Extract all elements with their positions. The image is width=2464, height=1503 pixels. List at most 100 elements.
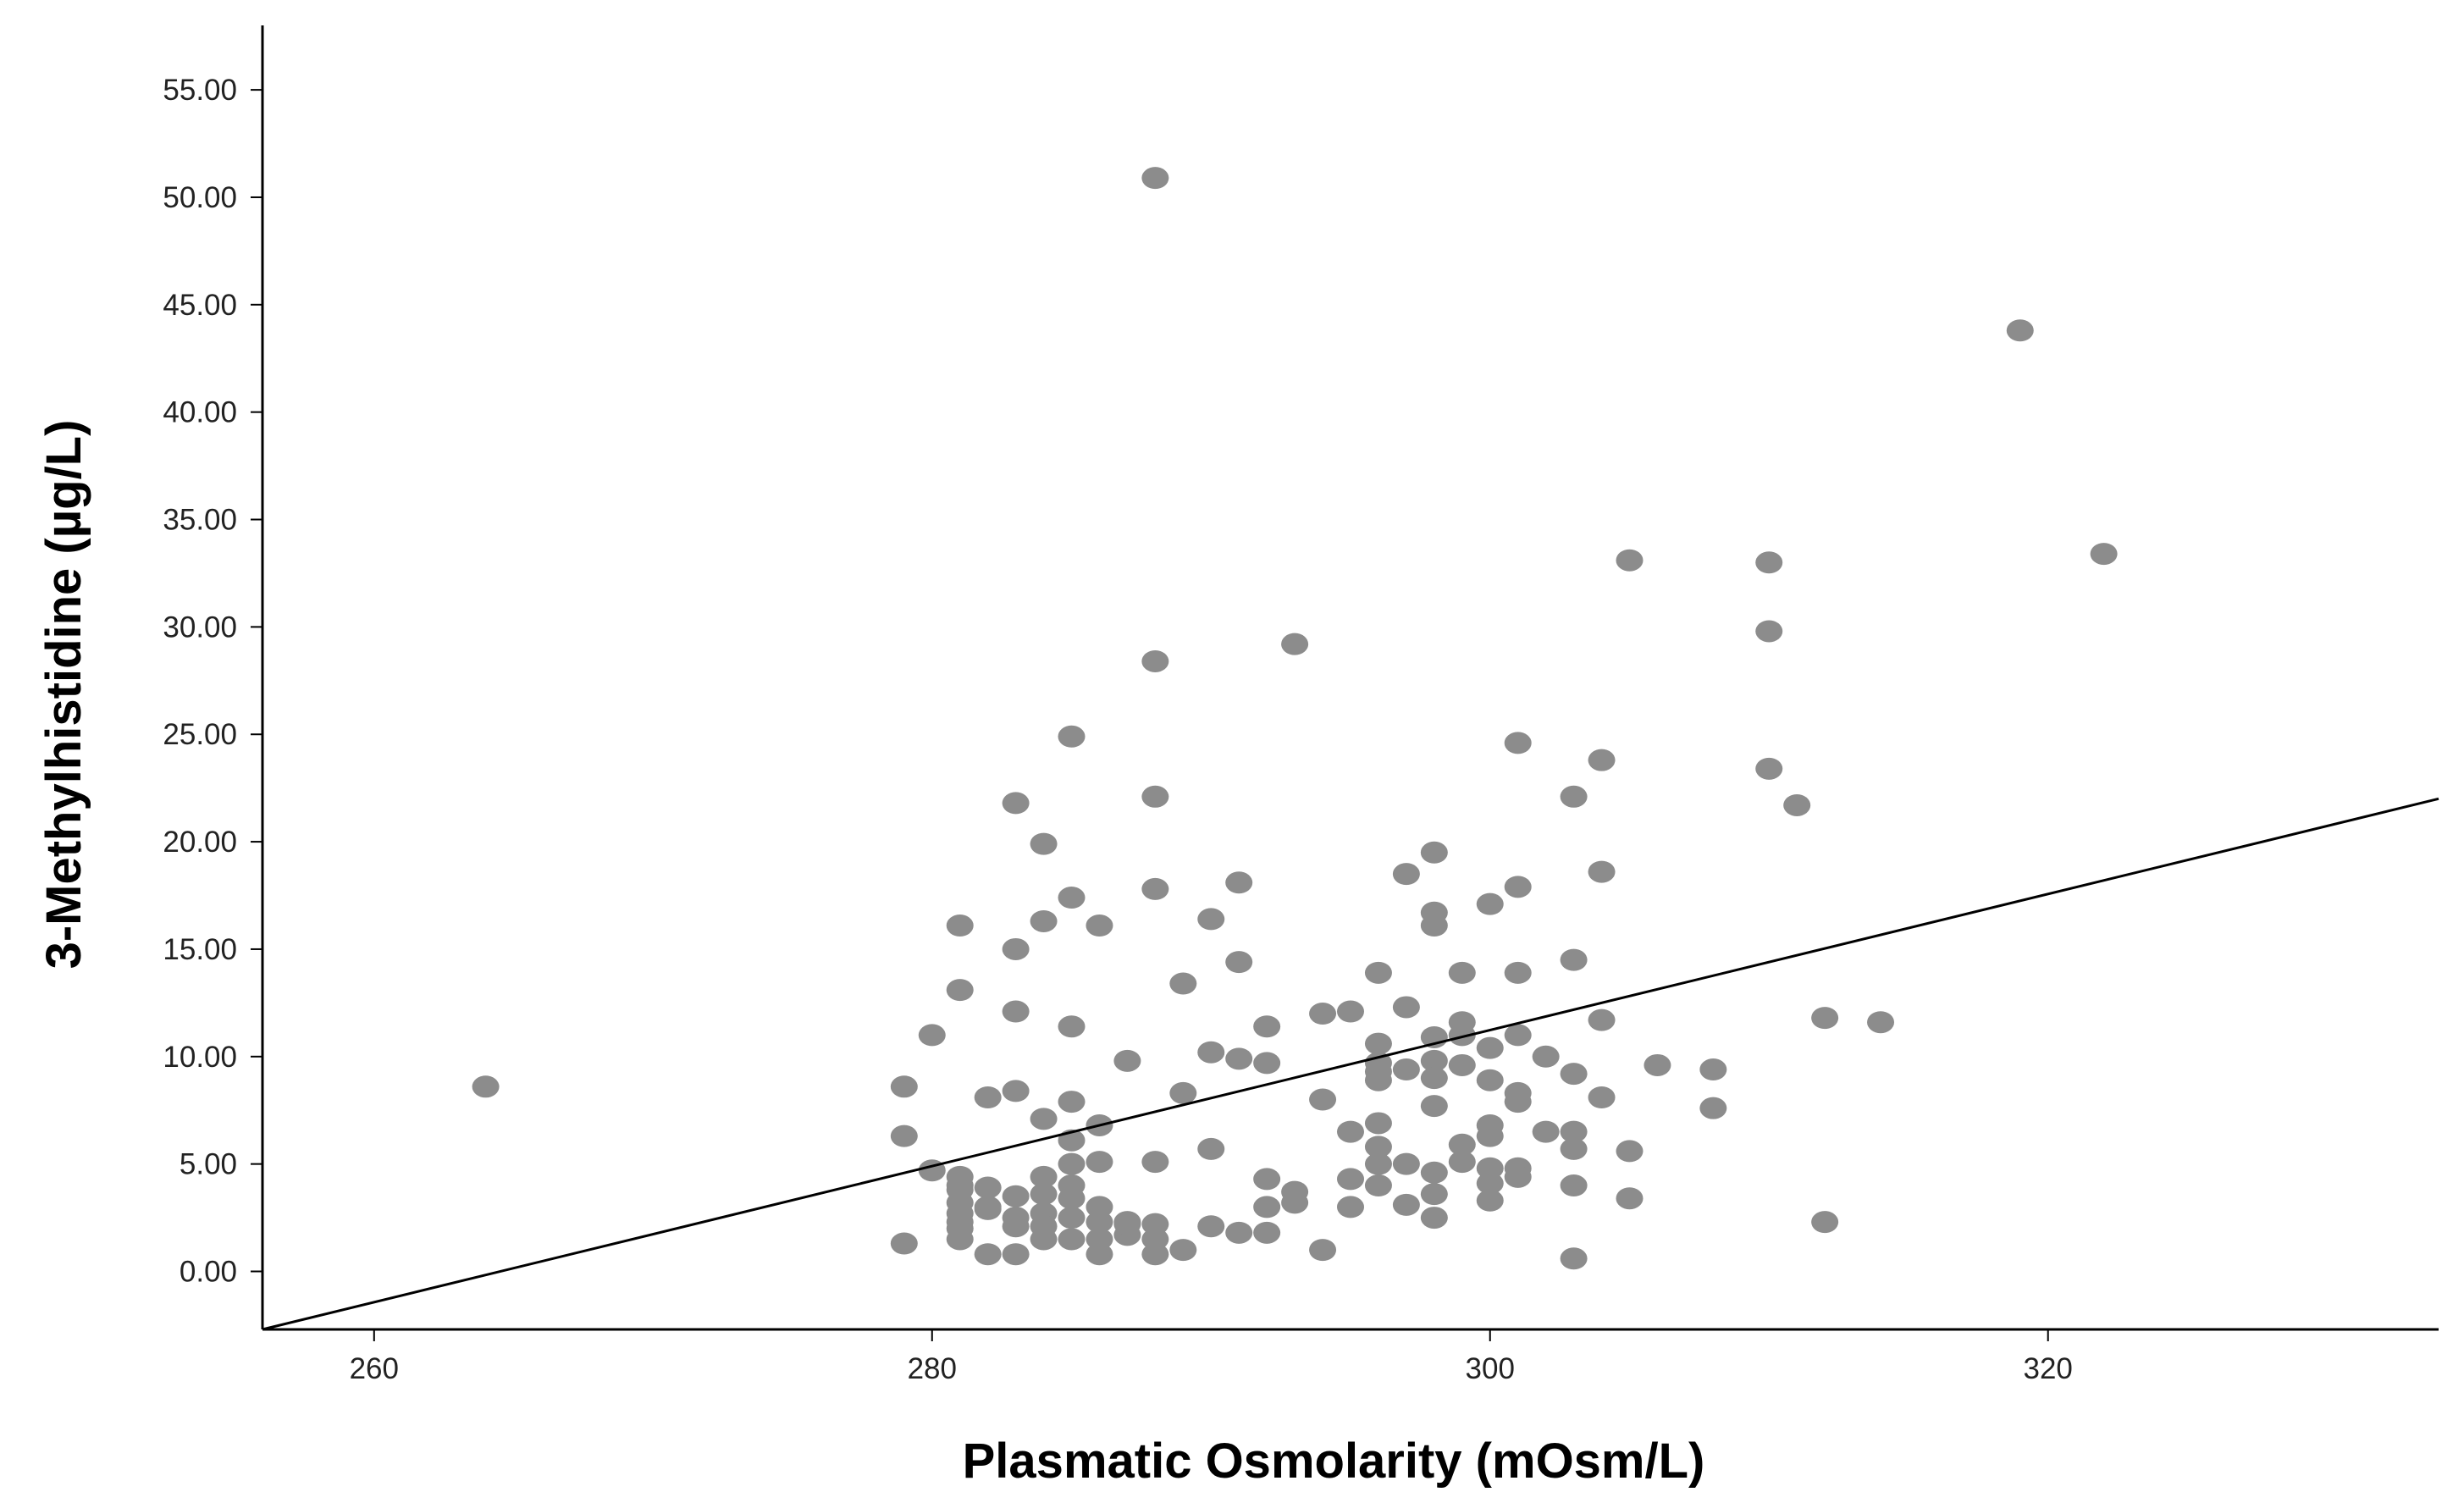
data-point [1058, 1228, 1086, 1251]
data-point [1364, 1174, 1392, 1197]
data-point [1364, 1060, 1392, 1083]
data-point [1225, 871, 1253, 894]
data-point [1364, 1112, 1392, 1135]
data-point [1560, 785, 1588, 808]
data-point [974, 1176, 1002, 1199]
data-point [1058, 1207, 1086, 1229]
data-point [1058, 1152, 1086, 1175]
data-point [1392, 1152, 1420, 1175]
data-point [1532, 1045, 1560, 1068]
data-point [1588, 860, 1616, 883]
data-point [2006, 319, 2034, 342]
data-point [974, 1197, 1002, 1220]
data-point [1420, 1161, 1448, 1184]
data-point [1811, 1211, 1839, 1234]
data-point [1113, 1049, 1141, 1072]
data-point [1588, 749, 1616, 771]
data-point [1448, 1133, 1476, 1156]
data-point [1309, 1088, 1337, 1111]
data-point [1420, 1049, 1448, 1072]
data-point [1755, 757, 1783, 780]
data-point [1337, 1120, 1364, 1143]
y-axis-ticks: 0.00 5.00 10.00 15.00 20.00 25.00 30.00 35.00 40… [163, 74, 262, 1288]
y-tick-label: 40.00 [163, 396, 237, 429]
y-tick-label: 0.00 [180, 1255, 237, 1288]
data-point [1253, 1168, 1281, 1191]
data-point [1699, 1058, 1727, 1081]
data-point [1169, 972, 1197, 995]
data-point [1141, 1243, 1169, 1266]
x-tick-label: 260 [350, 1352, 399, 1385]
data-point [1141, 649, 1169, 672]
data-point [1197, 908, 1225, 931]
data-point [1448, 1024, 1476, 1047]
data-point [1811, 1007, 1839, 1030]
y-tick-label: 50.00 [163, 181, 237, 214]
data-point [1364, 1032, 1392, 1055]
y-tick-label: 5.00 [180, 1148, 237, 1181]
data-point [1392, 1058, 1420, 1081]
data-point [1699, 1097, 1727, 1119]
data-point [918, 1024, 946, 1047]
data-point [946, 1211, 974, 1234]
data-point [1002, 1215, 1030, 1238]
data-point [1616, 549, 1644, 572]
data-point [1141, 785, 1169, 808]
data-point [1504, 732, 1532, 754]
data-point [1588, 1086, 1616, 1108]
x-tick-label: 320 [2024, 1352, 2073, 1385]
data-point [1086, 1243, 1113, 1266]
data-point [1476, 892, 1504, 915]
data-point [1002, 1243, 1030, 1266]
data-point [1225, 1221, 1253, 1244]
data-point [1476, 1172, 1504, 1195]
data-point [1755, 551, 1783, 574]
data-point [1058, 1187, 1086, 1210]
data-point [1030, 1215, 1058, 1238]
data-point [1030, 1108, 1058, 1130]
y-tick-label: 30.00 [163, 611, 237, 644]
y-tick-label: 20.00 [163, 826, 237, 859]
y-tick-label: 25.00 [163, 718, 237, 751]
data-point [946, 979, 974, 1002]
data-point [1420, 1183, 1448, 1206]
data-point [890, 1075, 918, 1098]
data-point [1560, 1120, 1588, 1143]
data-point [1420, 841, 1448, 864]
data-point [1337, 1196, 1364, 1218]
data-point [1030, 909, 1058, 932]
data-point [1504, 1165, 1532, 1188]
data-point [1169, 1239, 1197, 1262]
data-point [1560, 948, 1588, 971]
data-point [1504, 876, 1532, 898]
data-point [1197, 1041, 1225, 1064]
y-tick-label: 55.00 [163, 74, 237, 107]
x-axis-ticks: 260 280 300 320 [350, 1329, 2073, 1385]
data-point [1113, 1213, 1141, 1235]
data-point [1058, 1015, 1086, 1038]
data-point [1002, 937, 1030, 960]
data-point [1002, 1080, 1030, 1102]
y-tick-label: 45.00 [163, 289, 237, 322]
data-point [1448, 961, 1476, 984]
data-point [1364, 1152, 1392, 1175]
data-point [1392, 996, 1420, 1019]
data-point [946, 915, 974, 937]
data-point [1420, 915, 1448, 937]
data-point [1476, 1124, 1504, 1147]
data-point [1364, 1136, 1392, 1158]
data-point [1141, 1228, 1169, 1251]
data-point [1281, 1191, 1309, 1214]
data-point [1086, 1211, 1113, 1234]
data-point [1197, 1137, 1225, 1160]
data-point [1476, 1157, 1504, 1180]
data-point [1588, 1008, 1616, 1031]
data-point [1560, 1063, 1588, 1086]
data-point [1253, 1196, 1281, 1218]
data-point [1476, 1189, 1504, 1212]
data-point [472, 1075, 500, 1098]
data-point [1420, 1095, 1448, 1118]
data-point [1002, 792, 1030, 815]
data-point [1755, 620, 1783, 643]
